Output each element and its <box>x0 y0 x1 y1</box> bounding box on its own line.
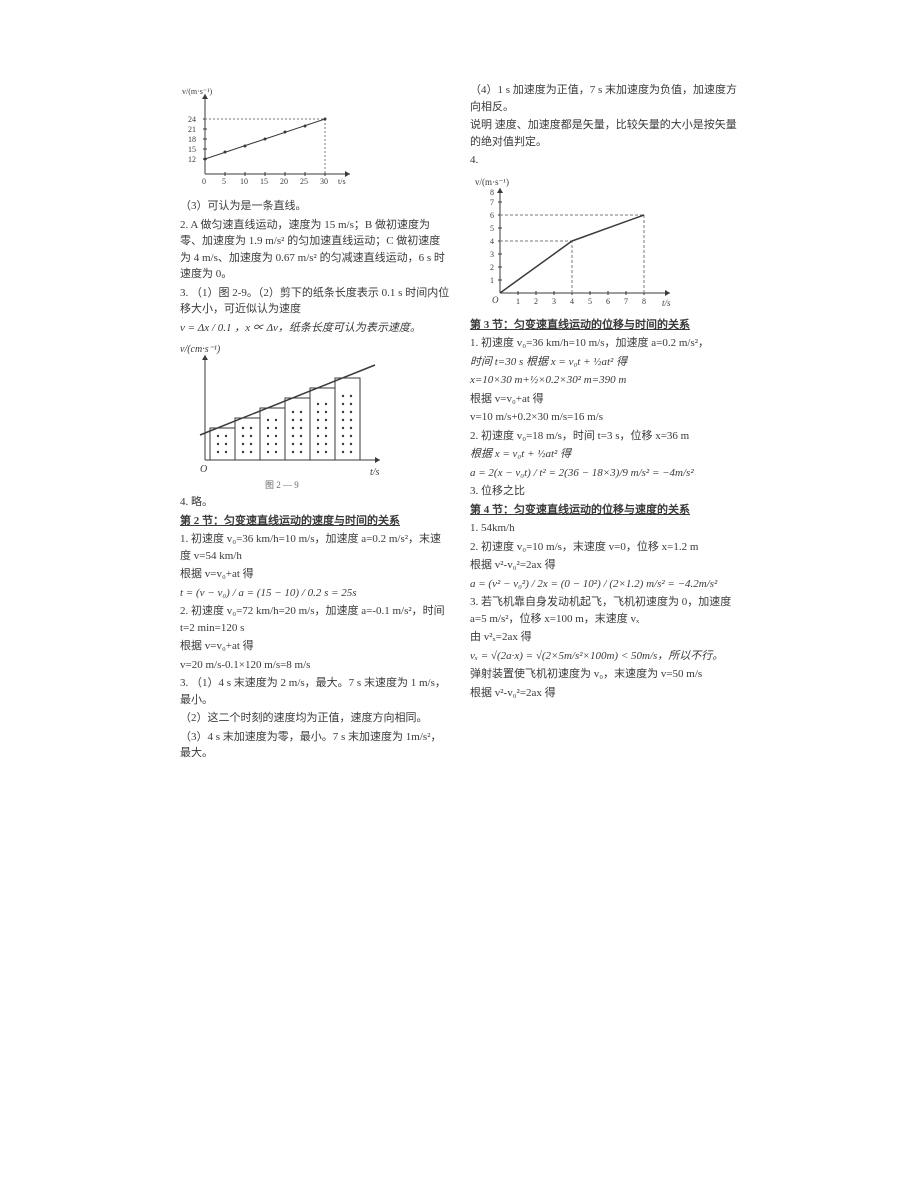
right-p10-formula: 根据 x = v₀t + ½at² 得 <box>470 446 740 463</box>
chart-3-piecewise: v/(m·s⁻¹) t/s O 1 2 3 4 5 6 7 8 <box>470 173 740 313</box>
left-p9: 2. 初速度 v₀=72 km/h=20 m/s，加速度 a=-0.1 m/s²… <box>180 603 450 636</box>
right-p13: 1. 54km/h <box>470 520 740 537</box>
svg-text:7: 7 <box>624 297 628 306</box>
left-p11: v=20 m/s-0.1×120 m/s=8 m/s <box>180 657 450 674</box>
chart-1-svg: 12 15 18 21 24 0 5 10 15 20 25 30 <box>180 84 360 194</box>
svg-text:v/(m·s⁻¹): v/(m·s⁻¹) <box>475 177 509 187</box>
svg-text:2: 2 <box>534 297 538 306</box>
right-p18: 由 v²ₓ=2ax 得 <box>470 629 740 646</box>
svg-text:10: 10 <box>240 177 248 186</box>
svg-text:图 2 — 9: 图 2 — 9 <box>265 480 299 490</box>
chart-2-svg: v/(cm·s⁻¹) t/s O <box>180 340 390 490</box>
svg-text:t/s: t/s <box>338 177 346 186</box>
right-p14: 2. 初速度 v₀=10 m/s，末速度 v=0，位移 x=1.2 m <box>470 539 740 556</box>
svg-text:8: 8 <box>642 297 646 306</box>
right-p7: 根据 v=v₀+at 得 <box>470 391 740 408</box>
svg-text:0: 0 <box>202 177 206 186</box>
right-p2: 说明 速度、加速度都是矢量，比较矢量的大小是按矢量的绝对值判定。 <box>470 117 740 150</box>
left-p7: 根据 v=v₀+at 得 <box>180 566 450 583</box>
right-p11-formula: a = 2(x − v₀t) / t² = 2(36 − 18×3)/9 m/s… <box>470 465 740 482</box>
right-p8: v=10 m/s+0.2×30 m/s=16 m/s <box>470 409 740 426</box>
svg-text:30: 30 <box>320 177 328 186</box>
svg-text:12: 12 <box>188 155 196 164</box>
svg-text:4: 4 <box>570 297 574 306</box>
svg-text:6: 6 <box>606 297 610 306</box>
right-p6-formula: x=10×30 m+½×0.2×30² m=390 m <box>470 372 740 389</box>
svg-text:v/(cm·s⁻¹): v/(cm·s⁻¹) <box>180 344 221 355</box>
svg-text:21: 21 <box>188 125 196 134</box>
svg-text:1: 1 <box>490 276 494 285</box>
left-p1: （3）可认为是一条直线。 <box>180 198 450 215</box>
left-p12: 3. （1）4 s 末速度为 2 m/s，最大。7 s 末速度为 1 m/s，最… <box>180 675 450 708</box>
svg-text:v/(m·s⁻¹): v/(m·s⁻¹) <box>182 87 213 96</box>
right-p19-formula: vₓ = √(2a·x) = √(2×5m/s²×100m) < 50m/s，所… <box>470 648 740 665</box>
document-page: 12 15 18 21 24 0 5 10 15 20 25 30 <box>0 0 920 1191</box>
svg-text:24: 24 <box>188 115 196 124</box>
right-p4: 1. 初速度 v₀=36 km/h=10 m/s，加速度 a=0.2 m/s²， <box>470 335 740 352</box>
svg-text:15: 15 <box>260 177 268 186</box>
chart-1-vt-linear: 12 15 18 21 24 0 5 10 15 20 25 30 <box>180 84 450 194</box>
svg-text:t/s: t/s <box>370 467 380 478</box>
right-p1: （4）1 s 加速度为正值，7 s 末加速度为负值，加速度方向相反。 <box>470 82 740 115</box>
right-p15: 根据 v²-v₀²=2ax 得 <box>470 557 740 574</box>
svg-text:3: 3 <box>552 297 556 306</box>
svg-text:18: 18 <box>188 135 196 144</box>
left-column: 12 15 18 21 24 0 5 10 15 20 25 30 <box>180 80 450 764</box>
svg-text:4: 4 <box>490 237 494 246</box>
right-column: （4）1 s 加速度为正值，7 s 末加速度为负值，加速度方向相反。 说明 速度… <box>470 80 740 764</box>
right-p12: 3. 位移之比 <box>470 483 740 500</box>
svg-text:8: 8 <box>490 188 494 197</box>
svg-text:7: 7 <box>490 198 494 207</box>
left-p5: 4. 略。 <box>180 494 450 511</box>
left-p3: 3. （1）图 2-9。（2）剪下的纸条长度表示 0.1 s 时间内位移大小，可… <box>180 285 450 318</box>
svg-text:1: 1 <box>516 297 520 306</box>
right-p20: 弹射装置使飞机初速度为 v₀，末速度为 v=50 m/s <box>470 666 740 683</box>
svg-text:5: 5 <box>490 224 494 233</box>
left-p14: （3）4 s 末加速度为零，最小。7 s 末加速度为 1m/s²，最大。 <box>180 729 450 762</box>
chart-2-paper-tape: v/(cm·s⁻¹) t/s O <box>180 340 450 490</box>
left-p13: （2）这二个时刻的速度均为正值，速度方向相同。 <box>180 710 450 727</box>
svg-text:5: 5 <box>222 177 226 186</box>
right-p17: 3. 若飞机靠自身发动机起飞，飞机初速度为 0，加速度 a=5 m/s²，位移 … <box>470 594 740 627</box>
svg-text:5: 5 <box>588 297 592 306</box>
svg-text:6: 6 <box>490 211 494 220</box>
left-p6: 1. 初速度 v₀=36 km/h=10 m/s，加速度 a=0.2 m/s²，… <box>180 531 450 564</box>
svg-text:25: 25 <box>300 177 308 186</box>
right-p5-formula: 时间 t=30 s 根据 x = v₀t + ½at² 得 <box>470 354 740 371</box>
svg-text:20: 20 <box>280 177 288 186</box>
left-p4-formula: v = Δx / 0.1 ，x ∝ Δv，纸条长度可认为表示速度。 <box>180 320 450 337</box>
left-p8-formula: t = (v − v₀) / a = (15 − 10) / 0.2 s = 2… <box>180 585 450 602</box>
chart-3-svg: v/(m·s⁻¹) t/s O 1 2 3 4 5 6 7 8 <box>470 173 680 313</box>
right-p3: 4. <box>470 152 740 169</box>
right-p21: 根据 v²-v₀²=2ax 得 <box>470 685 740 702</box>
svg-text:O: O <box>492 295 499 305</box>
section-4-heading: 第 4 节：匀变速直线运动的位移与速度的关系 <box>470 502 740 519</box>
two-column-layout: 12 15 18 21 24 0 5 10 15 20 25 30 <box>180 80 740 764</box>
section-2-heading: 第 2 节：匀变速直线运动的速度与时间的关系 <box>180 513 450 530</box>
svg-text:15: 15 <box>188 145 196 154</box>
svg-text:3: 3 <box>490 250 494 259</box>
right-p9: 2. 初速度 v₀=18 m/s，时间 t=3 s，位移 x=36 m <box>470 428 740 445</box>
svg-text:t/s: t/s <box>662 298 671 308</box>
left-p2: 2. A 做匀速直线运动，速度为 15 m/s；B 做初速度为零、加速度为 1.… <box>180 217 450 283</box>
left-p10: 根据 v=v₀+at 得 <box>180 638 450 655</box>
right-p16-formula: a = (v² − v₀²) / 2x = (0 − 10²) / (2×1.2… <box>470 576 740 593</box>
svg-text:O: O <box>200 464 207 475</box>
section-3-heading: 第 3 节：匀变速直线运动的位移与时间的关系 <box>470 317 740 334</box>
svg-text:2: 2 <box>490 263 494 272</box>
